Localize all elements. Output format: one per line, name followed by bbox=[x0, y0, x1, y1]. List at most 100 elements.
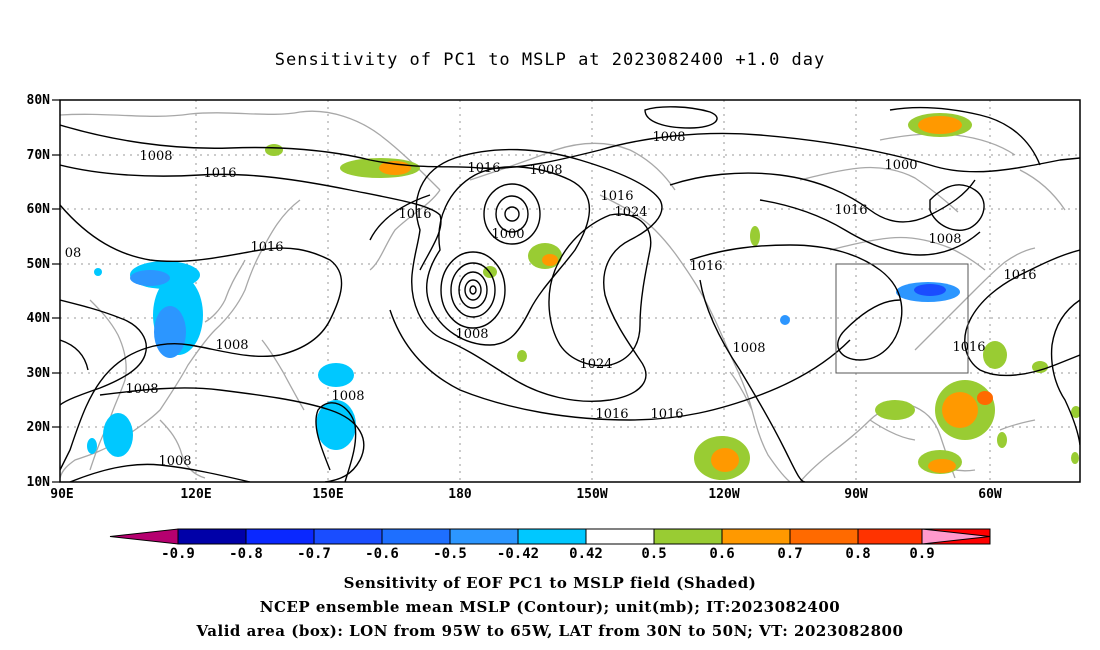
lon-label: 90W bbox=[844, 487, 868, 502]
colorbar-swatch bbox=[381, 528, 451, 545]
map-figure: 1008 1016 1016 1016 08 1016 1008 1008 10… bbox=[27, 93, 1081, 562]
contour-label: 1000 bbox=[491, 227, 524, 242]
caption-line-1: Sensitivity of EOF PC1 to MSLP field (Sh… bbox=[343, 574, 757, 592]
longitude-labels: 90E 120E 150E 180 150W 120W 90W 60W bbox=[50, 487, 1002, 502]
valid-area-box bbox=[835, 263, 969, 374]
low-pressure-center bbox=[483, 183, 541, 245]
lon-label: 180 bbox=[448, 487, 472, 502]
lat-label: 20N bbox=[27, 420, 51, 435]
colorbar bbox=[109, 528, 991, 545]
lat-ticks bbox=[52, 99, 60, 483]
colorbar-swatch bbox=[857, 528, 927, 545]
lon-label: 120W bbox=[708, 487, 739, 502]
lat-label: 80N bbox=[27, 93, 51, 108]
contour-labels: 1008 1016 1016 1016 08 1016 1008 1008 10… bbox=[65, 130, 1037, 469]
lat-label: 40N bbox=[27, 311, 51, 326]
lon-label: 60W bbox=[978, 487, 1002, 502]
colorbar-swatch bbox=[653, 528, 723, 545]
contour-label: 1008 bbox=[331, 389, 364, 404]
contour-label: 1016 bbox=[952, 340, 985, 355]
colorbar-label: -0.9 bbox=[161, 546, 195, 562]
colorbar-label: 0.5 bbox=[641, 546, 666, 562]
sensitivity-patch bbox=[977, 391, 993, 405]
contour-label: 1008 bbox=[529, 163, 562, 178]
contour-label: 1008 bbox=[125, 382, 158, 397]
sensitivity-patch bbox=[942, 392, 978, 428]
contour-label: 1008 bbox=[215, 338, 248, 353]
contour-label: 1016 bbox=[834, 203, 867, 218]
sensitivity-patch bbox=[154, 306, 186, 358]
sensitivity-patch bbox=[1032, 361, 1048, 373]
colorbar-label: -0.5 bbox=[433, 546, 467, 562]
contour-label: 1024 bbox=[614, 205, 647, 220]
caption-line-3: Valid area (box): LON from 95W to 65W, L… bbox=[196, 622, 904, 640]
sensitivity-patch bbox=[1071, 452, 1079, 464]
colorbar-swatch bbox=[585, 528, 655, 545]
contour-label: 1008 bbox=[652, 130, 685, 145]
colorbar-swatch bbox=[177, 528, 247, 545]
contour-label: 1016 bbox=[250, 240, 283, 255]
sensitivity-patch bbox=[517, 350, 527, 362]
colorbar-swatch bbox=[789, 528, 859, 545]
contour-label: 1008 bbox=[139, 149, 172, 164]
colorbar-swatch bbox=[449, 528, 519, 545]
lon-label: 120E bbox=[180, 487, 211, 502]
colorbar-label: 0.8 bbox=[845, 546, 870, 562]
contour-label: 1000 bbox=[884, 158, 917, 173]
sensitivity-patch bbox=[928, 459, 956, 473]
colorbar-swatch bbox=[517, 528, 587, 545]
sensitivity-patch bbox=[94, 268, 102, 276]
colorbar-label: 0.6 bbox=[709, 546, 734, 562]
lon-label: 90E bbox=[50, 487, 73, 502]
colorbar-label: -0.7 bbox=[297, 546, 331, 562]
sensitivity-patch bbox=[103, 413, 133, 457]
sensitivity-patch bbox=[265, 144, 283, 156]
contour-label: 1024 bbox=[579, 357, 612, 372]
coastlines bbox=[60, 110, 1066, 482]
gridlines bbox=[60, 100, 1080, 482]
contour-label: 1008 bbox=[455, 327, 488, 342]
sensitivity-patch bbox=[542, 254, 558, 266]
contour-label: 1016 bbox=[467, 161, 500, 176]
sensitivity-patch bbox=[997, 432, 1007, 448]
colorbar-swatch bbox=[245, 528, 315, 545]
colorbar-label: 0.7 bbox=[777, 546, 802, 562]
lon-label: 150W bbox=[576, 487, 607, 502]
lat-label: 70N bbox=[27, 148, 51, 163]
colorbar-label: 0.9 bbox=[909, 546, 934, 562]
colorbar-label: -0.6 bbox=[365, 546, 399, 562]
colorbar-label: -0.8 bbox=[229, 546, 263, 562]
lat-label: 10N bbox=[27, 475, 51, 490]
lat-label: 50N bbox=[27, 257, 51, 272]
contour-label: 1016 bbox=[689, 259, 722, 274]
caption-line-2: NCEP ensemble mean MSLP (Contour); unit(… bbox=[259, 598, 841, 616]
sensitivity-patch bbox=[983, 341, 1007, 369]
colorbar-swatch bbox=[721, 528, 791, 545]
low-pressure-center bbox=[440, 251, 506, 329]
contour-label: 1008 bbox=[158, 454, 191, 469]
lat-label: 60N bbox=[27, 202, 51, 217]
contour-label: 1016 bbox=[1003, 268, 1036, 283]
colorbar-label: 0.42 bbox=[569, 546, 603, 562]
colorbar-label: -0.42 bbox=[497, 546, 539, 562]
colorbar-labels: -0.9 -0.8 -0.7 -0.6 -0.5 -0.42 0.42 0.5 … bbox=[161, 546, 935, 562]
contour-label: 1016 bbox=[600, 189, 633, 204]
sensitivity-patch bbox=[1071, 406, 1080, 418]
contour-label: 1008 bbox=[732, 341, 765, 356]
sensitivity-patch bbox=[316, 400, 356, 450]
lon-label: 150E bbox=[312, 487, 343, 502]
colorbar-arrow-high bbox=[921, 528, 991, 545]
sensitivity-patch bbox=[130, 270, 170, 286]
sensitivity-patch bbox=[318, 363, 354, 387]
sensitivity-patch bbox=[750, 226, 760, 246]
sensitivity-patch bbox=[780, 315, 790, 325]
contour-label: 08 bbox=[65, 246, 82, 261]
latitude-labels: 80N 70N 60N 50N 40N 30N 20N 10N bbox=[27, 93, 51, 490]
colorbar-arrow-low bbox=[109, 528, 179, 545]
sensitivity-patch bbox=[914, 284, 946, 296]
sensitivity-patch bbox=[918, 116, 962, 134]
plot-frame bbox=[59, 99, 1081, 483]
contour-label: 1016 bbox=[650, 407, 683, 422]
colorbar-swatch bbox=[313, 528, 383, 545]
contour-label: 1016 bbox=[203, 166, 236, 181]
